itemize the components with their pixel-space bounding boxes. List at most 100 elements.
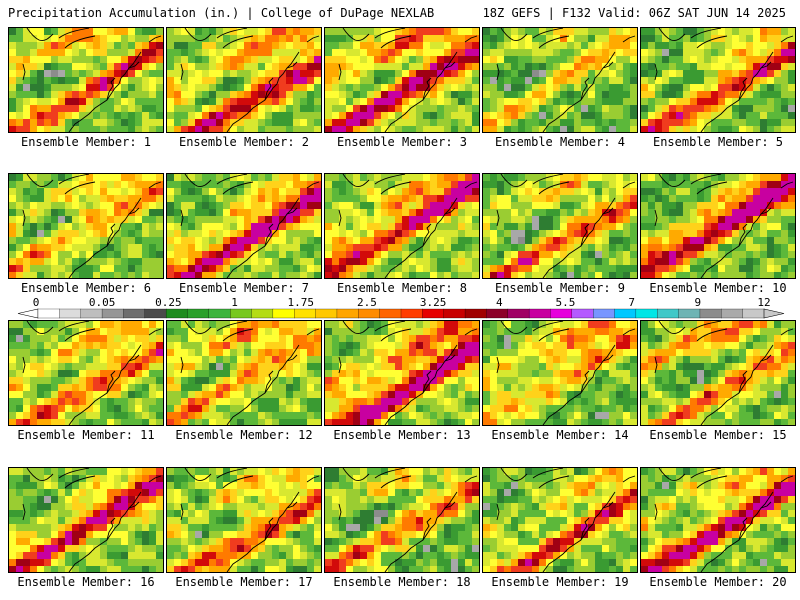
ensemble-member-panel [482, 27, 638, 133]
boundary-outline [380, 181, 412, 195]
coastline [68, 491, 142, 572]
colorbar-swatch [294, 308, 317, 319]
boundary-outline [422, 517, 432, 541]
ensemble-member-panel [482, 467, 638, 573]
coastline [226, 51, 300, 132]
lake-outline [496, 356, 500, 374]
colorbar-swatch [678, 308, 701, 319]
boundary-outline [216, 28, 248, 39]
boundary-outline [148, 35, 162, 43]
boundary-outline [184, 174, 212, 187]
precip-field [483, 321, 637, 425]
lake-outline [338, 503, 342, 521]
colorbar-swatch [123, 308, 146, 319]
precip-map [167, 28, 321, 132]
lake-outline [22, 356, 26, 374]
ensemble-member-panel [640, 173, 796, 279]
boundary-outline [422, 370, 432, 394]
ensemble-member-label: Ensemble Member: 20 [649, 575, 787, 589]
boundary-outline [374, 28, 406, 39]
precip-map [167, 321, 321, 425]
boundary-outline [422, 223, 432, 247]
boundary-outline [760, 354, 772, 362]
boundary-outline [780, 475, 794, 483]
boundary-outline [532, 28, 564, 39]
boundary-outline [696, 35, 728, 49]
precip-map [483, 468, 637, 572]
coastline [226, 197, 300, 278]
precip-field [9, 468, 163, 572]
boundary-outline [148, 475, 162, 483]
boundary-outline [58, 174, 90, 185]
boundary-outline [216, 174, 248, 185]
precip-map [325, 174, 479, 278]
boundary-outline [222, 35, 254, 49]
precip-map [9, 468, 163, 572]
boundary-outline [222, 475, 254, 489]
boundary-outline [184, 468, 212, 481]
lake-outline [180, 356, 184, 374]
precip-map [325, 321, 479, 425]
boundary-outline [58, 321, 90, 332]
colorbar-swatch [59, 308, 82, 319]
boundary-outline [780, 35, 794, 43]
boundary-outline [264, 223, 274, 247]
boundary-outline [106, 77, 116, 101]
colorbar-swatch [486, 308, 509, 319]
ensemble-member-panel [482, 173, 638, 279]
boundary-outline [306, 475, 320, 483]
boundary-outline [444, 61, 456, 69]
coastline [700, 197, 774, 278]
boundary-outline [538, 475, 570, 489]
colorbar-swatch [251, 308, 274, 319]
colorbar-tick-label: 7 [628, 296, 635, 309]
colorbar-swatch [464, 308, 487, 319]
precip-field [9, 321, 163, 425]
ensemble-member-label: Ensemble Member: 4 [494, 135, 626, 149]
boundary-outline [580, 77, 590, 101]
boundary-outline [500, 321, 528, 334]
precip-field [641, 468, 795, 572]
boundary-outline [286, 501, 298, 509]
boundary-outline [264, 517, 274, 541]
boundary-outline [380, 328, 412, 342]
colorbar-swatch [528, 308, 551, 319]
boundary-outline [444, 354, 456, 362]
ensemble-member-label: Ensemble Member: 12 [175, 428, 313, 442]
precip-field [167, 28, 321, 132]
boundary-outline [580, 370, 590, 394]
colorbar-swatch [144, 308, 167, 319]
boundary-outline [128, 354, 140, 362]
ensemble-member-panel [324, 467, 480, 573]
colorbar-swatch [507, 308, 530, 319]
boundary-outline [444, 501, 456, 509]
boundary-outline [690, 28, 722, 39]
ensemble-member-panel [640, 27, 796, 133]
boundary-outline [602, 501, 614, 509]
colorbar-tick-label: 12 [757, 296, 770, 309]
colorbar-swatch [208, 308, 231, 319]
precip-map [641, 321, 795, 425]
ensemble-member-panel [8, 320, 164, 426]
boundary-outline [622, 35, 636, 43]
lake-outline [654, 356, 658, 374]
coastline [68, 197, 142, 278]
lake-outline [180, 209, 184, 227]
boundary-outline [342, 28, 370, 41]
boundary-outline [374, 174, 406, 185]
coastline [542, 51, 616, 132]
boundary-outline [464, 35, 478, 43]
coastline [384, 51, 458, 132]
boundary-outline [184, 321, 212, 334]
colorbar-swatch [742, 308, 765, 319]
boundary-outline [380, 35, 412, 49]
precip-field [325, 174, 479, 278]
boundary-outline [622, 181, 636, 189]
ensemble-member-panel [640, 320, 796, 426]
colorbar-tick-label: 1.75 [287, 296, 314, 309]
boundary-outline [658, 28, 686, 41]
boundary-outline [264, 370, 274, 394]
boundary-outline [464, 475, 478, 483]
coastline [68, 344, 142, 425]
colorbar-min-arrow [17, 308, 39, 319]
